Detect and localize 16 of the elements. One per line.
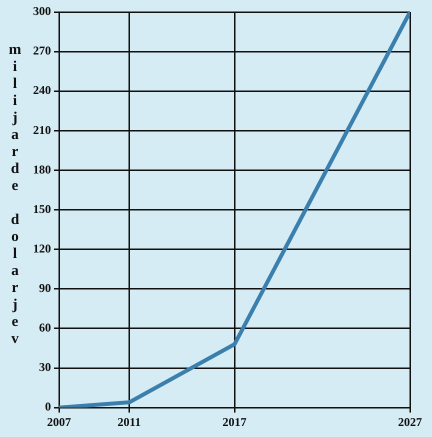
y-tick-label: 120	[33, 241, 51, 256]
y-tick-label: 0	[45, 400, 51, 414]
y-tick-label: 60	[39, 320, 51, 335]
y-tick-label: 210	[33, 122, 51, 137]
y-axis-title: milijarde dolarjev	[6, 42, 23, 348]
x-tick-label: 2011	[118, 414, 141, 429]
y-tick-label: 240	[33, 83, 51, 98]
y-tick-label: 90	[39, 281, 51, 296]
y-tick-label: 150	[33, 202, 51, 216]
y-tick-label: 270	[33, 44, 51, 58]
y-tick-label: 300	[33, 4, 51, 18]
x-tick-label: 2007	[47, 414, 71, 429]
y-tick-label: 30	[39, 360, 51, 374]
y-tick-label: 180	[33, 162, 51, 176]
x-tick-label: 2027	[398, 414, 422, 429]
x-tick-label: 2017	[222, 414, 246, 429]
